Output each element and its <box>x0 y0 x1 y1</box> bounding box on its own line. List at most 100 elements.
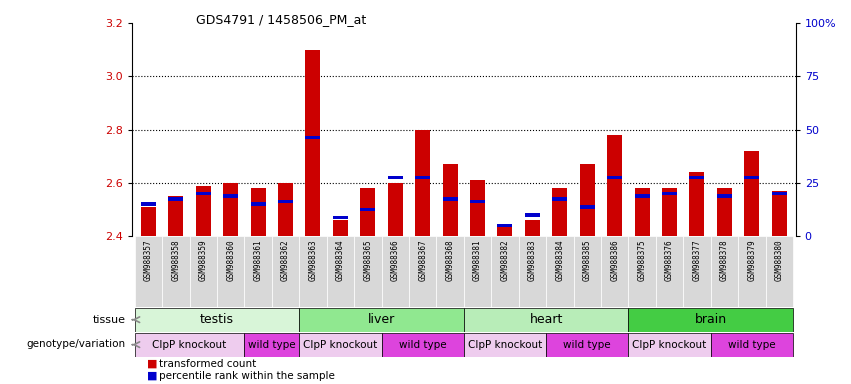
Text: liver: liver <box>368 313 395 326</box>
Text: ClpP knockout: ClpP knockout <box>152 339 226 350</box>
Bar <box>628 333 711 357</box>
Bar <box>409 236 437 307</box>
Bar <box>196 185 211 236</box>
Bar <box>772 191 787 236</box>
Text: ■: ■ <box>147 359 157 369</box>
Bar <box>196 192 211 195</box>
Bar <box>656 236 683 307</box>
Bar <box>278 183 293 236</box>
Bar <box>168 197 183 200</box>
Text: GSM988360: GSM988360 <box>226 240 235 281</box>
Text: GSM988359: GSM988359 <box>199 240 208 281</box>
Text: percentile rank within the sample: percentile rank within the sample <box>159 371 335 381</box>
Bar <box>190 236 217 307</box>
Bar <box>381 333 464 357</box>
Bar <box>607 135 622 236</box>
Text: GSM988379: GSM988379 <box>747 240 757 281</box>
Bar <box>354 236 381 307</box>
Bar <box>300 308 464 332</box>
Text: wild type: wild type <box>563 339 611 350</box>
Bar <box>497 225 512 236</box>
Text: transformed count: transformed count <box>159 359 256 369</box>
Bar <box>333 220 348 236</box>
Bar <box>546 236 574 307</box>
Text: wild type: wild type <box>399 339 447 350</box>
Bar <box>388 176 403 179</box>
Text: GSM988361: GSM988361 <box>254 240 263 281</box>
Text: GSM988364: GSM988364 <box>336 240 345 281</box>
Bar <box>717 194 732 198</box>
Bar <box>360 188 375 236</box>
Bar <box>217 236 244 307</box>
Bar <box>437 236 464 307</box>
Bar <box>443 197 458 200</box>
Text: GSM988365: GSM988365 <box>363 240 372 281</box>
Bar <box>162 236 190 307</box>
Text: GSM988357: GSM988357 <box>144 240 153 281</box>
Bar <box>306 136 321 139</box>
Text: GSM988377: GSM988377 <box>693 240 701 281</box>
Text: GSM988381: GSM988381 <box>473 240 482 281</box>
Bar <box>525 220 540 236</box>
Bar <box>250 202 266 206</box>
Bar <box>635 188 649 236</box>
Text: GSM988367: GSM988367 <box>418 240 427 281</box>
Bar <box>662 192 677 195</box>
Text: ■: ■ <box>147 371 157 381</box>
Bar <box>518 236 546 307</box>
Bar <box>580 164 595 236</box>
Text: wild type: wild type <box>248 339 295 350</box>
Bar <box>552 197 568 200</box>
Bar <box>415 130 431 236</box>
Text: GSM988358: GSM988358 <box>171 240 180 281</box>
Text: GSM988383: GSM988383 <box>528 240 537 281</box>
Bar <box>683 236 711 307</box>
Text: GSM988380: GSM988380 <box>774 240 784 281</box>
Bar <box>464 333 546 357</box>
Text: GSM988366: GSM988366 <box>391 240 400 281</box>
Text: GSM988362: GSM988362 <box>281 240 290 281</box>
Bar <box>580 205 595 209</box>
Bar <box>552 188 568 236</box>
Bar <box>300 333 381 357</box>
Bar <box>491 236 518 307</box>
Bar <box>470 200 485 203</box>
Bar <box>635 194 649 198</box>
Text: brain: brain <box>694 313 727 326</box>
Bar <box>134 333 244 357</box>
Text: tissue: tissue <box>93 315 126 325</box>
Bar <box>738 236 766 307</box>
Bar <box>415 176 431 179</box>
Bar <box>766 236 793 307</box>
Bar <box>464 308 628 332</box>
Text: GSM988378: GSM988378 <box>720 240 728 281</box>
Bar <box>711 236 738 307</box>
Bar <box>601 236 628 307</box>
Bar <box>388 183 403 236</box>
Bar <box>327 236 354 307</box>
Bar <box>271 236 300 307</box>
Text: GSM988382: GSM988382 <box>500 240 510 281</box>
Text: GSM988384: GSM988384 <box>556 240 564 281</box>
Bar <box>464 236 491 307</box>
Text: testis: testis <box>200 313 234 326</box>
Text: GSM988368: GSM988368 <box>446 240 454 281</box>
Bar <box>381 236 409 307</box>
Text: GDS4791 / 1458506_PM_at: GDS4791 / 1458506_PM_at <box>196 13 366 26</box>
Bar <box>244 236 271 307</box>
Bar <box>223 183 238 236</box>
Bar <box>628 308 793 332</box>
Bar <box>745 151 759 236</box>
Bar <box>745 176 759 179</box>
Bar <box>140 207 156 236</box>
Text: GSM988375: GSM988375 <box>637 240 647 281</box>
Text: ClpP knockout: ClpP knockout <box>632 339 706 350</box>
Text: wild type: wild type <box>728 339 775 350</box>
Text: ClpP knockout: ClpP knockout <box>303 339 378 350</box>
Bar <box>662 188 677 236</box>
Bar <box>717 188 732 236</box>
Bar <box>689 172 705 236</box>
Text: GSM988376: GSM988376 <box>665 240 674 281</box>
Bar <box>244 333 300 357</box>
Bar <box>525 213 540 217</box>
